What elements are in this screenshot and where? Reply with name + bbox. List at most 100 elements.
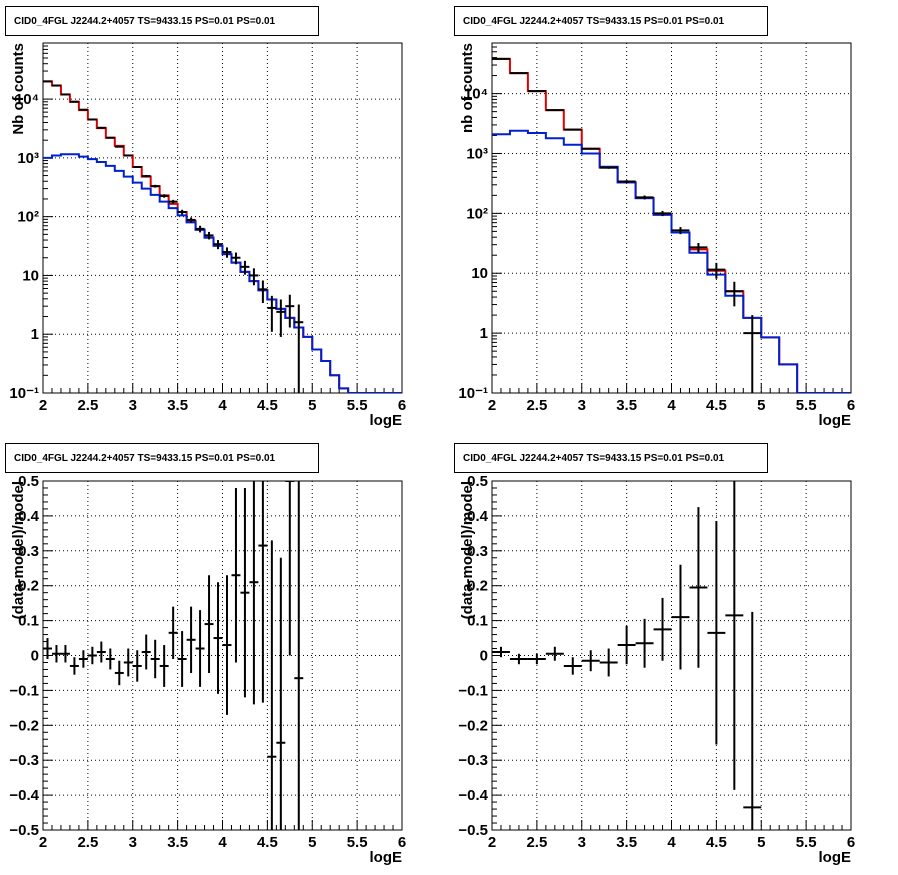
y-tick-label: 0.3 <box>467 543 488 560</box>
x-tick-label: 3 <box>129 397 137 414</box>
data-point <box>563 128 582 131</box>
data-point <box>231 252 241 265</box>
y-tick-label: 10² <box>17 209 39 226</box>
plot-area <box>492 481 762 830</box>
y-tick-label: 0.4 <box>18 508 40 525</box>
y-tick-label: 0.2 <box>18 578 39 595</box>
plot-area <box>492 57 851 393</box>
y-tick-label: 10⁴ <box>15 91 39 108</box>
x-tick-label: 3.5 <box>167 834 188 851</box>
y-tick-label: 0.4 <box>467 508 489 525</box>
data-point <box>249 481 259 705</box>
y-tick-label: 0.3 <box>18 543 39 560</box>
data-point <box>159 645 169 687</box>
data-point <box>635 195 654 200</box>
y-tick-label: −0.3 <box>9 752 39 769</box>
data-point <box>69 100 79 103</box>
y-tick-label: −0.5 <box>9 822 39 839</box>
chart-title: CID0_4FGL J2244.2+4057 TS=9433.15 PS=0.0… <box>454 443 768 473</box>
data-point <box>581 147 600 150</box>
chart-title: CID0_4FGL J2244.2+4057 TS=9433.15 PS=0.0… <box>5 443 319 473</box>
data-point <box>150 639 160 679</box>
x-tick-label: 2.5 <box>526 397 547 414</box>
data-point <box>78 650 88 668</box>
x-tick-label: 3 <box>578 834 586 851</box>
x-axis-label: logE <box>370 412 403 429</box>
data-point <box>186 217 196 223</box>
series-blue-model <box>43 153 402 393</box>
data-point <box>195 225 205 233</box>
x-tick-label: 3.5 <box>616 397 637 414</box>
x-tick-label: 2 <box>488 834 496 851</box>
y-tick-label: −0.2 <box>9 717 39 734</box>
data-point <box>258 481 268 703</box>
grid-lines <box>492 481 851 830</box>
x-tick-label: 4.5 <box>706 834 727 851</box>
x-tick-label: 4.5 <box>257 834 278 851</box>
x-tick-label: 5 <box>308 834 316 851</box>
y-tick-label: 0.5 <box>18 473 39 490</box>
y-tick-label: 10 <box>22 267 39 284</box>
y-tick-label: −0.1 <box>9 682 39 699</box>
x-tick-label: 4 <box>218 834 227 851</box>
x-tick-label: 4 <box>667 834 676 851</box>
data-point <box>213 240 223 250</box>
chart-panel-2: 2 2.5 3 3.5 4 4.5 5 5.5 6 10⁻¹ 1 10 10² 10³ 10⁴ logE nb … <box>458 42 855 429</box>
x-axis-label: logE <box>370 849 403 866</box>
data-point <box>141 634 151 670</box>
data-point <box>69 657 79 675</box>
x-tick-label: 5.5 <box>796 397 817 414</box>
grid-lines <box>43 43 402 393</box>
y-tick-label: −0.1 <box>458 682 488 699</box>
data-point <box>258 280 268 303</box>
x-tick-label: 4 <box>667 397 676 414</box>
data-point <box>635 618 654 668</box>
x-axis-label: logE <box>819 412 852 429</box>
chart-panel-4: 2 2.5 3 3.5 4 4.5 5 5.5 6 −0.5 −0.4 −0.3 −0.2 −0.1 0 0.… <box>458 473 855 866</box>
data-point <box>222 575 232 715</box>
data-point <box>240 260 250 275</box>
data-point <box>159 194 169 198</box>
data-point <box>276 299 286 337</box>
data-point <box>249 268 259 286</box>
x-tick-label: 2 <box>39 397 47 414</box>
y-tick-label: −0.2 <box>458 717 488 734</box>
data-point <box>599 648 618 677</box>
data-point <box>168 606 178 659</box>
data-point <box>653 210 672 217</box>
chart-panel-1: 2 2.5 3 3.5 4 4.5 5 5.5 6 10⁻¹ 1 10 10² 10³ 10⁴ logE Nb … <box>9 42 406 429</box>
data-point <box>132 650 142 682</box>
data-point <box>617 180 636 183</box>
data-point <box>725 281 744 307</box>
x-tick-label: 3 <box>578 397 586 414</box>
x-tick-label: 2.5 <box>526 834 547 851</box>
data-point <box>105 136 115 139</box>
plot-area <box>43 481 304 830</box>
axis-ticks <box>42 480 403 831</box>
y-axis-label: nb of counts <box>459 43 476 133</box>
data-point <box>96 126 106 129</box>
y-axis-label: (data-model)/model <box>459 481 476 619</box>
data-point <box>725 481 744 790</box>
data-point <box>132 165 142 168</box>
data-point <box>213 582 223 694</box>
x-tick-label: 2 <box>488 397 496 414</box>
data-point <box>123 154 133 157</box>
x-tick-label: 6 <box>847 397 855 414</box>
y-tick-label: 1 <box>31 326 39 343</box>
data-point <box>276 557 286 830</box>
x-tick-label: 4 <box>218 397 227 414</box>
x-tick-label: 2.5 <box>77 834 98 851</box>
data-point <box>204 231 214 240</box>
y-tick-label: 10³ <box>466 145 488 162</box>
data-point <box>114 660 124 686</box>
x-tick-label: 3 <box>129 834 137 851</box>
data-point <box>168 199 178 204</box>
data-point <box>689 242 708 253</box>
x-tick-label: 5 <box>308 397 316 414</box>
data-point <box>114 145 124 148</box>
data-point <box>581 650 600 672</box>
y-tick-label: 0 <box>31 648 39 665</box>
data-point <box>563 657 582 675</box>
x-tick-label: 4.5 <box>257 397 278 414</box>
